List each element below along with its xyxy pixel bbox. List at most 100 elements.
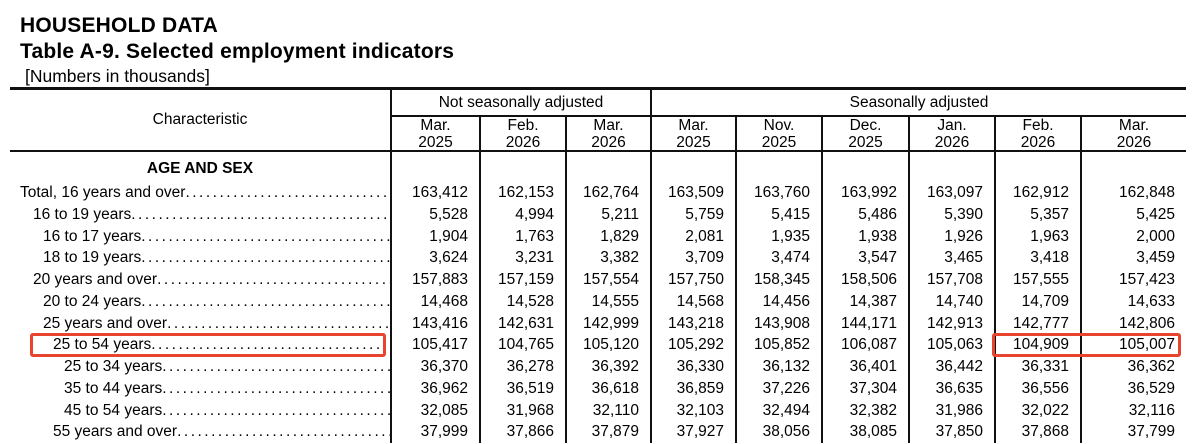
data-cell: 5,528: [390, 203, 479, 226]
data-cell: 32,116: [1080, 399, 1186, 422]
data-cell: 2,081: [650, 225, 735, 248]
column-header-month: Dec.: [849, 116, 882, 134]
empty-cell: [1080, 152, 1186, 182]
table-row: 55 years and over 37,99937,86637,87937,92…: [10, 421, 1186, 443]
group-header-seasonally-adjusted: Seasonally adjusted: [650, 90, 1186, 117]
data-cell: 37,999: [390, 421, 479, 443]
column-header-year: 2025: [848, 133, 883, 151]
data-cell: 36,618: [565, 377, 650, 400]
data-cell: 157,423: [1080, 269, 1186, 291]
column-header-month: Mar.: [1118, 116, 1150, 134]
dotted-leader: [185, 182, 390, 204]
data-cell: 157,708: [908, 269, 994, 291]
table-row: 25 to 54 years 105,417104,765105,120105,2…: [10, 333, 1186, 357]
data-cell: 105,417: [390, 334, 479, 356]
row-label: 20 years and over: [33, 271, 158, 288]
row-label: 45 to 54 years: [64, 401, 163, 419]
data-cell: 37,866: [479, 421, 565, 443]
data-cell: 104,909: [994, 334, 1080, 356]
data-cell: 3,709: [650, 247, 735, 269]
data-cell: 1,763: [479, 225, 565, 248]
data-cell: 14,740: [908, 290, 994, 313]
column-header-year: 2026: [591, 133, 626, 151]
dotted-leader: [157, 269, 390, 291]
data-cell: 142,631: [479, 312, 565, 335]
data-cell: 3,624: [390, 247, 479, 269]
data-cell: 5,415: [735, 203, 821, 226]
data-cell: 142,913: [908, 312, 994, 335]
section-header-row: AGE AND SEX: [10, 152, 1186, 182]
row-label: 16 to 17 years: [43, 227, 142, 245]
column-header-month: Mar.: [593, 116, 624, 134]
data-cell: 36,132: [735, 356, 821, 378]
data-cell: 157,883: [390, 269, 479, 291]
data-cell: 3,547: [821, 247, 908, 269]
data-cell: 36,519: [479, 377, 565, 400]
row-label: 20 to 24 years: [43, 292, 142, 310]
data-cell: 157,555: [994, 269, 1080, 291]
table-body: AGE AND SEX Total, 16 years and over 163,4…: [10, 152, 1186, 443]
data-cell: 105,292: [650, 334, 735, 356]
column-header-year: 2025: [676, 133, 711, 151]
data-cell: 2,000: [1080, 225, 1186, 248]
dotted-leader: [151, 334, 390, 356]
data-cell: 14,633: [1080, 290, 1186, 313]
column-header: Mar. 2025: [650, 116, 735, 151]
data-cell: 37,304: [821, 377, 908, 400]
column-header-year: 2026: [934, 133, 970, 151]
data-cell: 1,829: [565, 225, 650, 248]
data-cell: 14,468: [390, 290, 479, 313]
empty-cell: [994, 152, 1080, 182]
data-cell: 162,153: [479, 182, 565, 204]
data-cell: 36,331: [994, 356, 1080, 378]
data-cell: 1,926: [908, 225, 994, 248]
data-cell: 142,806: [1080, 312, 1186, 335]
data-cell: 14,555: [565, 290, 650, 313]
data-cell: 14,709: [994, 290, 1080, 313]
dotted-leader: [167, 313, 390, 335]
row-label: 18 to 19 years: [43, 249, 142, 267]
dotted-leader: [131, 204, 390, 226]
empty-cell: [650, 152, 735, 182]
data-cell: 1,904: [390, 225, 479, 248]
table-row: 25 years and over143,416142,631142,99914…: [10, 312, 1186, 335]
data-cell: 162,848: [1080, 182, 1186, 204]
column-header: Dec. 2025: [821, 116, 908, 151]
data-cell: 5,759: [650, 203, 735, 226]
table-header: Characteristic Not seasonally adjusted S…: [10, 87, 1186, 152]
column-header: Feb. 2026: [479, 117, 565, 151]
data-cell: 157,554: [565, 269, 650, 291]
data-cell: 143,416: [390, 312, 479, 335]
data-cell: 32,103: [650, 399, 735, 422]
data-cell: 5,486: [821, 203, 908, 226]
data-cell: 162,912: [994, 182, 1080, 204]
data-cell: 38,056: [735, 421, 821, 443]
column-header: Mar. 2026: [565, 116, 650, 151]
data-cell: 3,382: [565, 247, 650, 269]
column-header-month: Mar.: [678, 116, 709, 134]
column-header-year: 2025: [761, 133, 797, 151]
data-cell: 163,097: [908, 182, 994, 204]
data-cell: 14,568: [650, 290, 735, 313]
column-header-month: Mar.: [420, 116, 451, 134]
report-section-title: HOUSEHOLD DATA: [20, 14, 219, 37]
column-header: Jan. 2026: [908, 117, 994, 151]
data-cell: 37,226: [735, 377, 821, 400]
data-cell: 3,231: [479, 247, 565, 269]
row-label: 16 to 19 years: [33, 205, 132, 223]
data-cell: 36,859: [650, 377, 735, 400]
column-header: Mar. 2026: [1080, 116, 1186, 151]
row-label: 25 years and over: [43, 314, 168, 332]
column-header-year: 2026: [1020, 133, 1056, 151]
data-cell: 38,085: [821, 421, 908, 443]
data-cell: 31,986: [908, 399, 994, 422]
table-units-note: [Numbers in thousands]: [25, 66, 210, 86]
data-cell: 1,935: [735, 225, 821, 248]
data-cell: 32,022: [994, 399, 1080, 422]
row-label: 55 years and over: [53, 423, 178, 441]
data-cell: 36,392: [565, 356, 650, 378]
data-cell: 37,799: [1080, 421, 1186, 443]
empty-cell: [735, 152, 821, 182]
empty-cell: [390, 152, 479, 182]
